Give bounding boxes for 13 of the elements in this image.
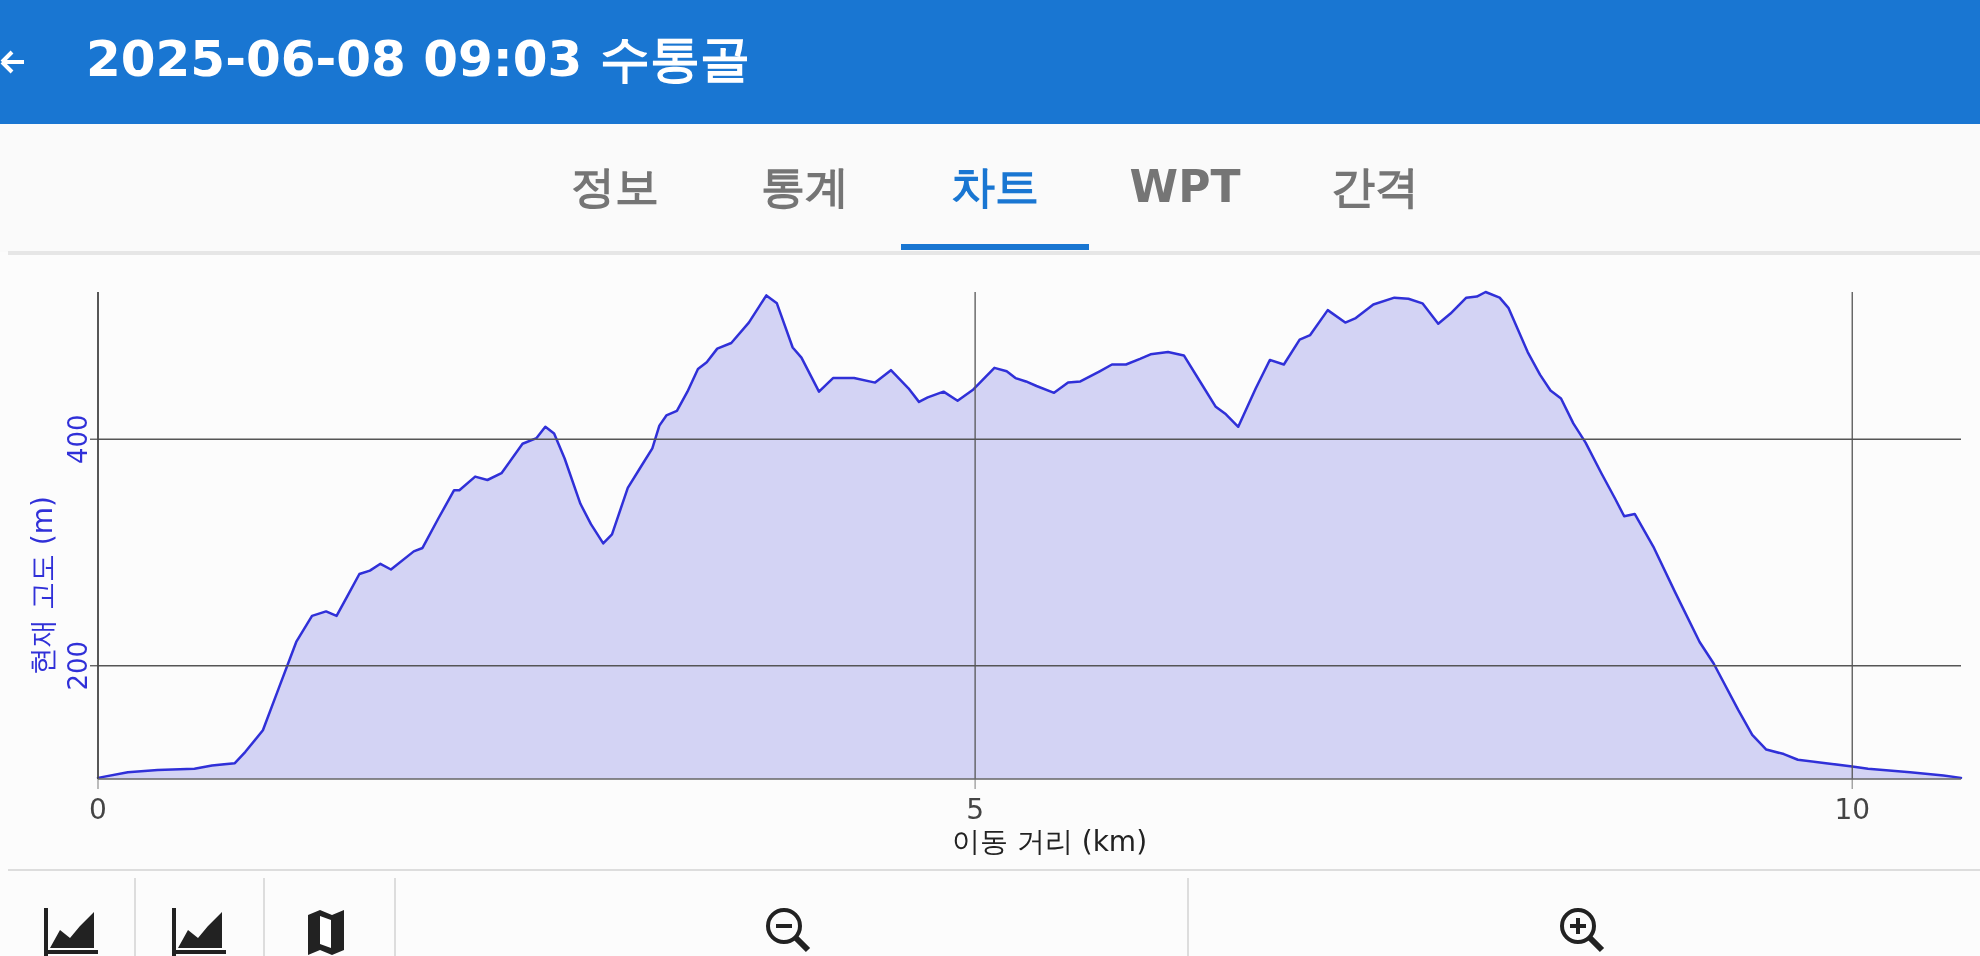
text: 통계 (761, 161, 849, 212)
text: 간격 (1331, 161, 1419, 212)
chart-title: 2025-06-08 09:03 수통골 (86, 30, 750, 88)
text: WPT (1129, 161, 1241, 212)
y-tick-label: 200 (63, 640, 93, 691)
x-axis-title: 이동 거리 (km) (951, 825, 1148, 858)
x-tick-label: 10 (1834, 793, 1871, 826)
y-tick-label: 400 (63, 414, 93, 465)
text: 정보 (571, 161, 659, 212)
y-axis-title: 현재 고도 (m) (26, 496, 59, 675)
text: 차트 (951, 161, 1039, 212)
x-tick-label: 5 (966, 793, 985, 826)
x-tick-label: 0 (89, 793, 107, 826)
